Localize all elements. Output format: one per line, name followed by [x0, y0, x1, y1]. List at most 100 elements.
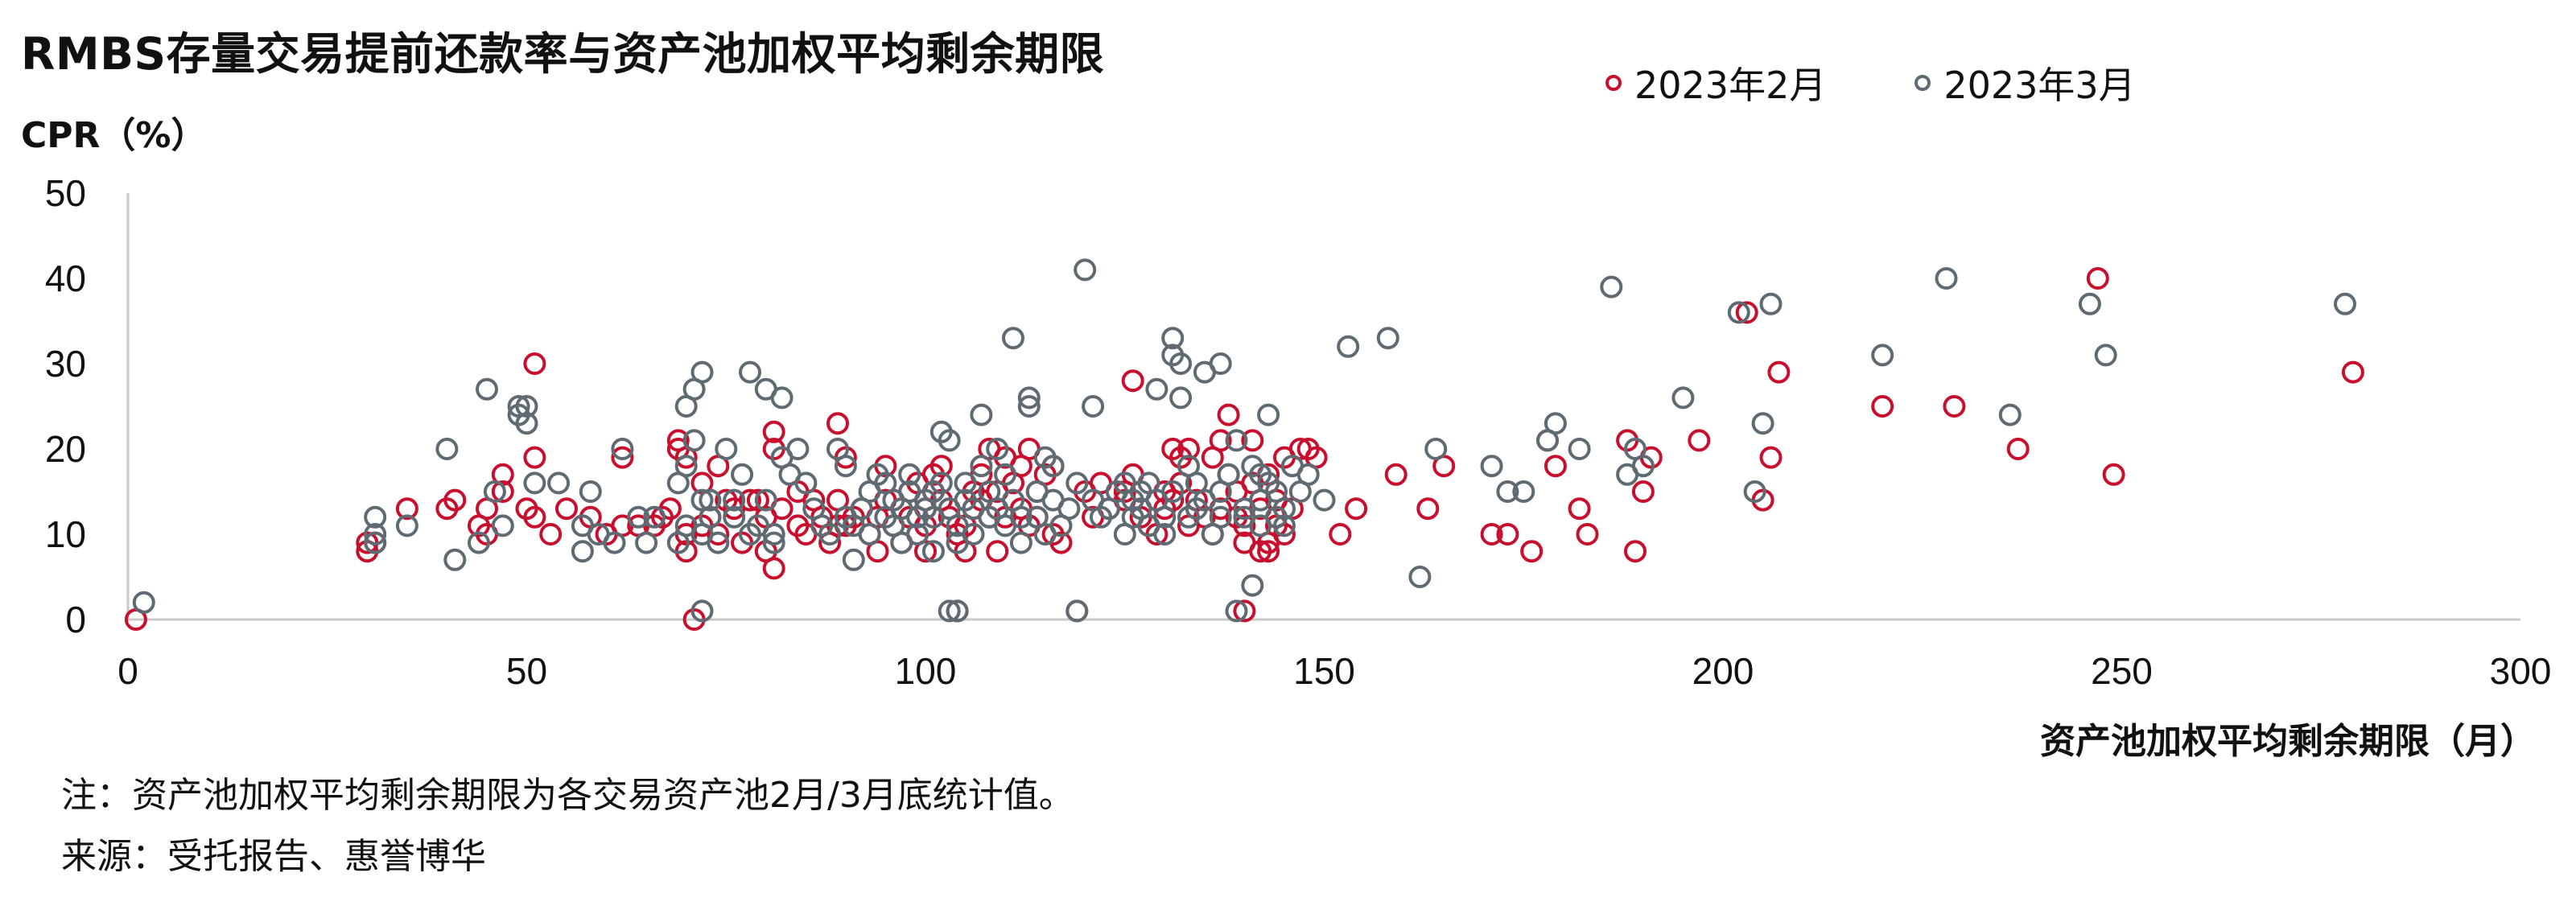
- data-point-mar: [1153, 523, 1177, 546]
- data-point-feb: [523, 446, 546, 469]
- data-point-feb: [1767, 360, 1791, 384]
- data-point-feb: [611, 446, 634, 469]
- data-point-feb: [2341, 360, 2364, 384]
- data-point-mar: [921, 540, 945, 563]
- data-point-feb: [1496, 523, 1519, 546]
- data-point-mar: [682, 429, 706, 452]
- data-point-mar: [476, 377, 498, 401]
- data-point-mar: [571, 540, 594, 563]
- data-point-feb: [523, 352, 546, 375]
- data-point-mar: [1017, 395, 1041, 418]
- data-point-feb: [986, 540, 1009, 563]
- data-point-mar: [794, 471, 818, 495]
- data-point-mar: [731, 463, 754, 486]
- data-point-mar: [643, 505, 666, 529]
- data-point-feb: [1329, 523, 1352, 546]
- data-point-mar: [1002, 327, 1024, 350]
- data-point-mar: [699, 488, 722, 512]
- data-point-feb: [826, 412, 849, 435]
- data-point-feb: [491, 480, 514, 503]
- data-point-mar: [954, 471, 977, 495]
- data-point-mar: [842, 548, 865, 571]
- data-point-feb: [539, 523, 563, 546]
- data-point-mar: [715, 438, 738, 460]
- data-point-mar: [1057, 497, 1081, 521]
- data-point-feb: [1217, 403, 1240, 426]
- data-point-feb: [1520, 540, 1544, 563]
- data-point-mar: [1257, 403, 1280, 426]
- legend-item-feb: 2023年2月: [1605, 56, 1826, 109]
- data-point-feb: [1233, 599, 1256, 623]
- data-point-mar: [858, 523, 881, 546]
- data-point-mar: [690, 599, 714, 623]
- x-tick-label: 0: [117, 650, 138, 692]
- data-point-feb: [1576, 523, 1599, 546]
- data-point-feb: [762, 420, 785, 443]
- data-point-mar: [1009, 505, 1032, 529]
- data-point-mar: [364, 505, 387, 529]
- data-point-feb: [1384, 463, 1408, 486]
- legend-label-feb: 2023年2月: [1634, 64, 1827, 107]
- x-axis-label: 资产池加权平均剩余期限（月）: [2040, 721, 2536, 762]
- data-point-mar: [1496, 480, 1519, 503]
- data-point-mar: [723, 488, 746, 512]
- y-tick-label: 20: [45, 428, 86, 470]
- data-point-feb: [1568, 497, 1591, 521]
- data-point-mar: [1153, 505, 1177, 529]
- data-point-mar: [1480, 455, 1503, 478]
- data-point-mar: [786, 438, 810, 460]
- data-point-mar: [364, 531, 387, 554]
- data-point-mar: [1512, 480, 1535, 503]
- data-point-mar: [723, 505, 746, 529]
- data-point-mar: [962, 523, 985, 546]
- data-point-mar: [1241, 574, 1264, 597]
- data-point-mar: [1041, 455, 1065, 478]
- data-point-mar: [754, 488, 777, 512]
- data-point-mar: [970, 455, 993, 478]
- x-tick-label: 50: [506, 650, 547, 692]
- footnote-note: 注：资产池加权平均剩余期限为各交易资产池2月/3月底统计值。: [61, 775, 1074, 816]
- data-point-mar: [1169, 352, 1193, 375]
- data-point-mar: [1671, 386, 1695, 410]
- data-point-mar: [699, 505, 722, 529]
- data-point-mar: [986, 438, 1009, 460]
- data-point-mar: [762, 531, 785, 554]
- data-point-mar: [1009, 531, 1032, 554]
- y-axis-label: CPR（%）: [21, 115, 207, 156]
- data-point-mar: [898, 463, 921, 486]
- data-point-mar: [1273, 514, 1296, 537]
- y-tick-label: 30: [45, 343, 86, 385]
- data-point-mar: [515, 395, 538, 418]
- data-point-mar: [1337, 335, 1360, 358]
- data-point-mar: [994, 463, 1017, 486]
- data-point-mar: [1145, 377, 1168, 401]
- data-point-mar: [1209, 352, 1232, 375]
- data-point-mar: [635, 531, 658, 554]
- data-point-mar: [1065, 599, 1089, 623]
- data-point-feb: [2086, 267, 2109, 290]
- data-point-mar: [770, 386, 793, 410]
- legend-marker-feb: [1605, 75, 1622, 91]
- data-point-mar: [938, 599, 961, 623]
- data-point-feb: [1688, 429, 1711, 452]
- data-point-mar: [674, 455, 698, 478]
- data-point-feb: [739, 488, 761, 512]
- data-point-mar: [1161, 480, 1185, 503]
- data-point-mar: [1313, 488, 1336, 512]
- data-point-feb: [555, 497, 578, 521]
- data-point-mar: [515, 412, 538, 435]
- data-point-mar: [929, 471, 953, 495]
- data-point-mar: [906, 523, 929, 546]
- chart-title: RMBS存量交易提前还款率与资产池加权平均剩余期限: [21, 28, 1105, 80]
- data-point-feb: [762, 557, 785, 580]
- data-point-mar: [1273, 497, 1296, 521]
- data-point-feb: [395, 497, 418, 521]
- data-point-mar: [1217, 463, 1240, 486]
- x-tick-label: 100: [895, 650, 957, 692]
- x-tick-label: 300: [2490, 650, 2552, 692]
- data-point-mar: [603, 531, 626, 554]
- data-point-mar: [1544, 412, 1567, 435]
- data-point-mar: [132, 591, 155, 614]
- data-point-mar: [946, 599, 969, 623]
